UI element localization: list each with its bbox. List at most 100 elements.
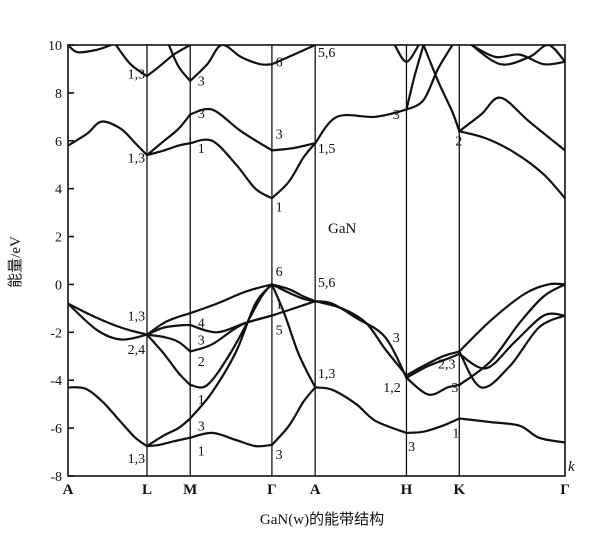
band-symmetry-label: 5 <box>276 324 283 339</box>
energy-band-curve <box>422 45 461 133</box>
y-tick-label: 4 <box>55 183 62 198</box>
energy-band-curve <box>145 323 192 336</box>
energy-band-curve <box>405 45 425 111</box>
axes <box>67 44 566 477</box>
energy-band-curve <box>458 96 565 152</box>
band-symmetry-label: 3 <box>198 107 205 122</box>
high-symmetry-lines <box>146 45 460 476</box>
band-symmetry-label: 1 <box>276 297 283 312</box>
energy-band-curve <box>145 436 192 448</box>
energy-band-curve <box>68 386 149 448</box>
y-tick-label: -4 <box>50 374 62 389</box>
band-symmetry-label: 3 <box>276 448 283 463</box>
energy-bands <box>68 45 565 448</box>
band-symmetry-label: 6 <box>276 265 283 280</box>
energy-band-curve <box>270 45 317 66</box>
x-tick-label: Γ <box>267 482 277 498</box>
band-symmetry-label: 1 <box>276 200 283 215</box>
energy-band-curve <box>145 113 192 157</box>
band-symmetry-label: 5,6 <box>318 276 336 291</box>
band-symmetry-label: 1,2 <box>383 381 401 396</box>
energy-band-curve <box>68 302 149 336</box>
plot-frame <box>67 44 566 477</box>
energy-band-curve <box>68 302 149 341</box>
energy-band-curve <box>270 142 317 152</box>
k-axis-label: k <box>568 459 575 475</box>
energy-band-curve <box>145 333 192 387</box>
energy-band-curve <box>189 283 273 315</box>
energy-band-curve <box>405 350 461 377</box>
y-tick-label: 2 <box>55 231 62 246</box>
energy-band-curve <box>189 138 273 200</box>
energy-band-curve <box>405 45 454 111</box>
energy-band-curve <box>458 130 565 200</box>
x-tick-label: H <box>401 482 413 498</box>
band-symmetry-label: 1 <box>198 445 205 460</box>
material-label: GaN <box>328 221 356 237</box>
band-symmetry-label: 6 <box>276 56 283 71</box>
band-symmetry-label: 4 <box>198 317 205 332</box>
band-symmetry-label: 1 <box>198 393 205 408</box>
band-labels: 1,3 3 6 5,6 3 3 3 1,3 1 1,5 2 1 6 5,6 1 1,3 4 5 3 3 2,4 2 2,3 1… <box>128 46 463 467</box>
energy-band-curve <box>114 45 149 78</box>
x-tick-label: A <box>310 482 321 498</box>
x-tick-label: K <box>453 482 465 498</box>
energy-band-curve <box>314 386 408 434</box>
band-symmetry-label: 3 <box>198 333 205 348</box>
energy-band-curve <box>189 283 273 389</box>
energy-band-curve <box>470 45 565 66</box>
band-symmetry-label: 3 <box>198 75 205 90</box>
band-symmetry-label: 1,3 <box>128 68 145 83</box>
band-symmetry-label: 3 <box>408 440 415 455</box>
energy-band-curve <box>189 45 273 82</box>
x-tick-label: L <box>142 482 152 498</box>
y-tick-label: -2 <box>50 326 62 341</box>
y-tick-label: 0 <box>55 278 62 293</box>
energy-band-curve <box>458 283 565 387</box>
energy-band-curve <box>270 283 317 389</box>
band-symmetry-label: 1,3 <box>128 151 145 166</box>
energy-band-curve <box>393 45 420 63</box>
energy-band-curve <box>270 386 317 446</box>
y-tick-label: -6 <box>50 422 62 437</box>
band-symmetry-label: 2 <box>198 355 205 370</box>
energy-band-curve <box>405 376 461 396</box>
energy-band-curve <box>314 300 408 379</box>
band-symmetry-label: 3 <box>393 108 400 123</box>
energy-band-curve <box>189 107 273 152</box>
energy-band-curve <box>145 333 192 353</box>
energy-band-curve <box>405 352 461 379</box>
x-tick-label: M <box>183 482 197 498</box>
energy-band-curve <box>458 312 565 370</box>
energy-band-curve <box>470 45 565 66</box>
x-tick-label: Γ <box>560 482 570 498</box>
figure-caption: GaN(w)的能带结构 <box>260 511 384 528</box>
energy-band-curve <box>145 312 192 336</box>
y-tick-label: 8 <box>55 87 62 102</box>
band-symmetry-label: 1,3 <box>318 367 336 382</box>
energy-band-curve <box>189 283 273 420</box>
energy-band-curve <box>189 431 273 448</box>
energy-band-curve <box>405 417 461 434</box>
band-symmetry-label: 2 <box>455 135 462 150</box>
energy-band-curve <box>458 314 565 389</box>
band-symmetry-label: 1,3 <box>128 309 145 324</box>
energy-band-curve <box>458 282 565 353</box>
band-symmetry-label: 2,3 <box>438 357 456 372</box>
band-symmetry-label: 3 <box>393 331 400 346</box>
energy-band-curve <box>189 314 273 334</box>
energy-band-curve <box>145 417 192 448</box>
y-tick-label: 10 <box>48 39 62 54</box>
energy-band-curve <box>68 120 149 157</box>
energy-band-curve <box>270 283 317 303</box>
energy-band-curve <box>167 45 192 82</box>
y-axis-label: 能量/eV <box>7 236 24 288</box>
energy-band-curve <box>314 108 408 145</box>
x-tick-label: A <box>63 482 74 498</box>
band-symmetry-label: 3 <box>451 381 458 396</box>
y-tick-label: -8 <box>50 470 62 485</box>
energy-band-curve <box>145 45 192 78</box>
energy-band-curve <box>458 417 565 444</box>
